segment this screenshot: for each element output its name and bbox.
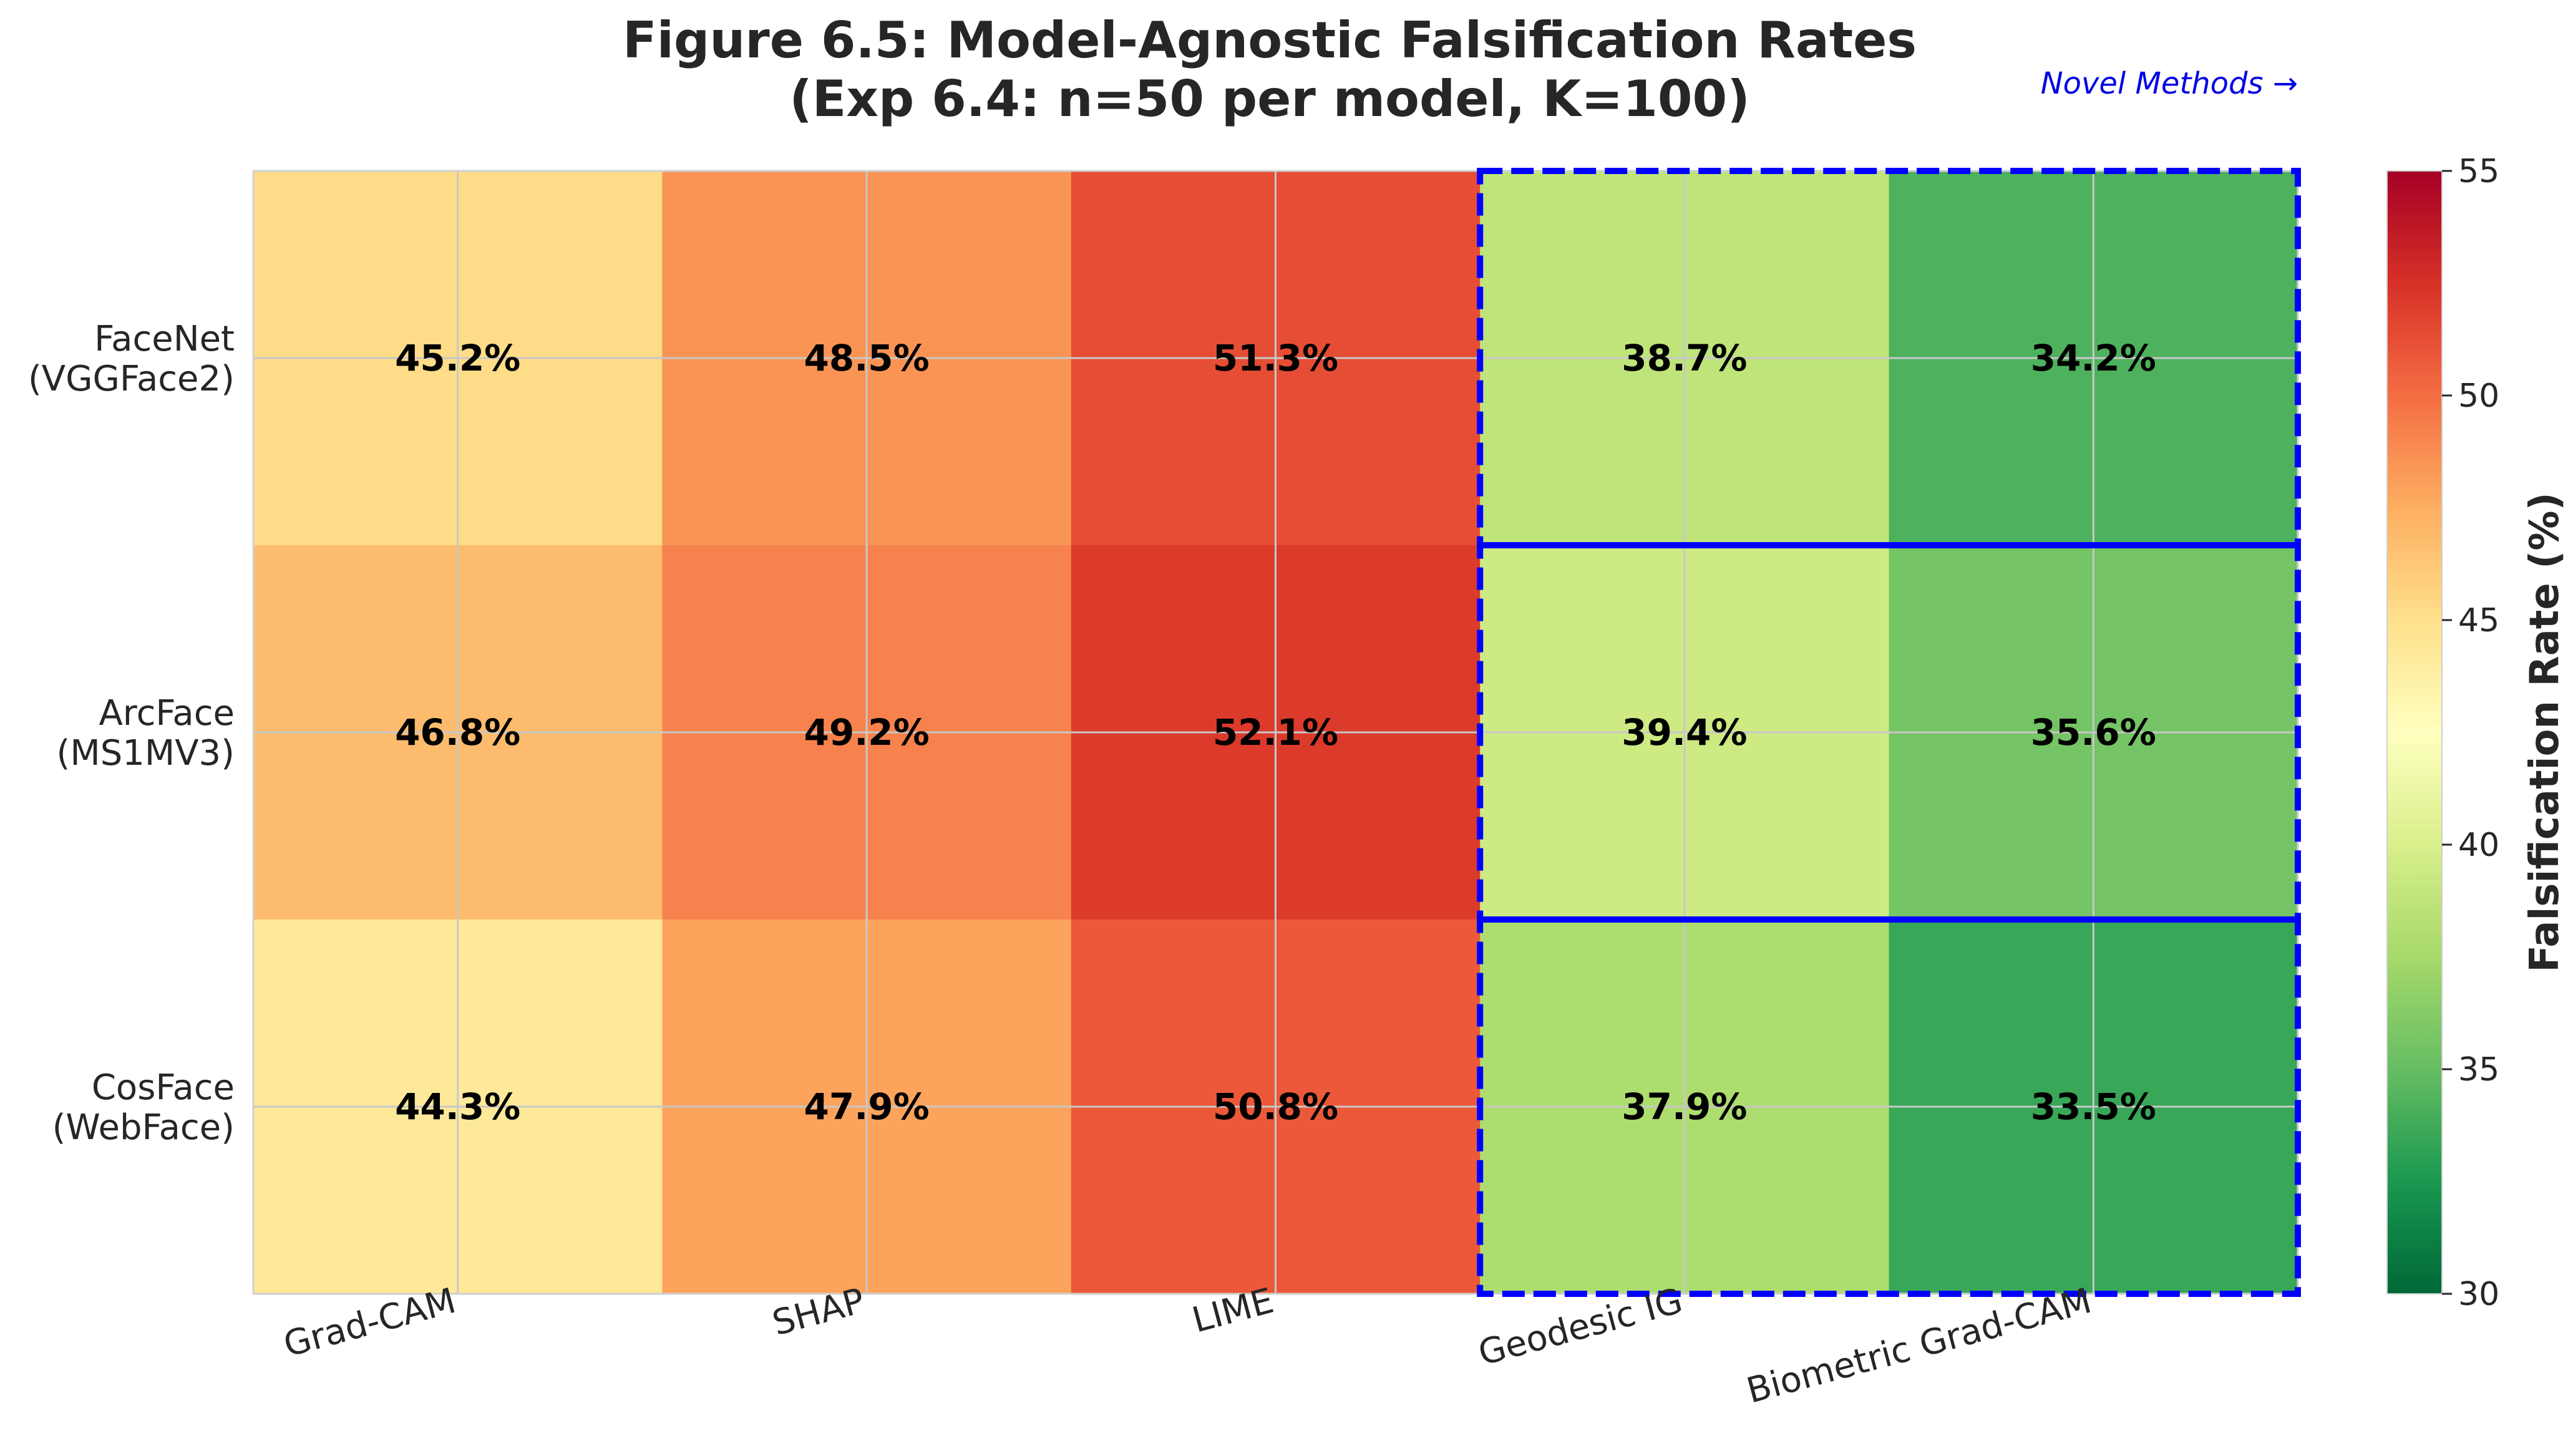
colorbar-tick-label: 30 xyxy=(2458,1276,2499,1313)
column-labels: Grad-CAM SHAP LIME Geodesic IG Biometric Gra… xyxy=(280,1281,2096,1412)
cell-value-label: 34.2% xyxy=(2031,337,2156,379)
colorbar-tick-label: 35 xyxy=(2458,1051,2499,1089)
cell-value-label: 39.4% xyxy=(1622,711,1747,754)
cell-value-labels: 45.2% 48.5% 51.3% 38.7% 34.2% 46.8% 49.2% 52.1%… xyxy=(395,337,2156,1128)
cell-value-label: 52.1% xyxy=(1213,711,1338,754)
cell-value-label: 45.2% xyxy=(395,337,520,379)
cell-value-label: 46.8% xyxy=(395,711,520,754)
novel-methods-highlight-box xyxy=(1477,916,2301,1297)
cell-value-label: 37.9% xyxy=(1622,1085,1747,1128)
row-labels: FaceNet (VGGFace2) ArcFace (MS1MV3) CosFace(… xyxy=(28,319,235,1148)
row-label: ArcFace (MS1MV3) xyxy=(57,693,235,774)
cell-value-label: 50.8% xyxy=(1213,1085,1338,1128)
row-label: CosFace (WebFace) xyxy=(52,1067,235,1148)
cell-value-label: 51.3% xyxy=(1213,337,1338,379)
colorbar: 30 35 40 45 50 55 Falsification Rate (%) xyxy=(2386,153,2568,1313)
colorbar-gradient xyxy=(2386,170,2443,1294)
colorbar-tick-label: 40 xyxy=(2458,827,2499,864)
colorbar-tick-label: 45 xyxy=(2458,602,2499,639)
cell-value-label: 44.3% xyxy=(395,1085,520,1128)
chart-title-line2: (Exp 6.4: n=50 per model, K=100) xyxy=(789,70,1750,128)
cell-value-label: 47.9% xyxy=(804,1085,929,1128)
cell-value-label: 38.7% xyxy=(1622,337,1747,379)
colorbar-label: Falsification Rate (%) xyxy=(2522,492,2568,972)
novel-methods-annotation: Novel Methods → xyxy=(2041,66,2298,101)
column-label: Biometric Grad-CAM xyxy=(1743,1281,2096,1412)
novel-methods-highlight xyxy=(1477,168,2301,1297)
colorbar-tick-label: 55 xyxy=(2458,153,2499,190)
cell-value-label: 49.2% xyxy=(804,711,929,754)
colorbar-ticks: 30 35 40 45 50 55 xyxy=(2442,153,2499,1313)
chart-title-line1: Figure 6.5: Model-Agnostic Falsification… xyxy=(623,11,1917,69)
cell-value-label: 48.5% xyxy=(804,337,929,379)
row-label: FaceNet (VGGFace2) xyxy=(28,319,235,399)
colorbar-tick-label: 50 xyxy=(2458,377,2499,415)
cell-value-label: 35.6% xyxy=(2031,711,2156,754)
cell-value-label: 33.5% xyxy=(2031,1085,2156,1128)
